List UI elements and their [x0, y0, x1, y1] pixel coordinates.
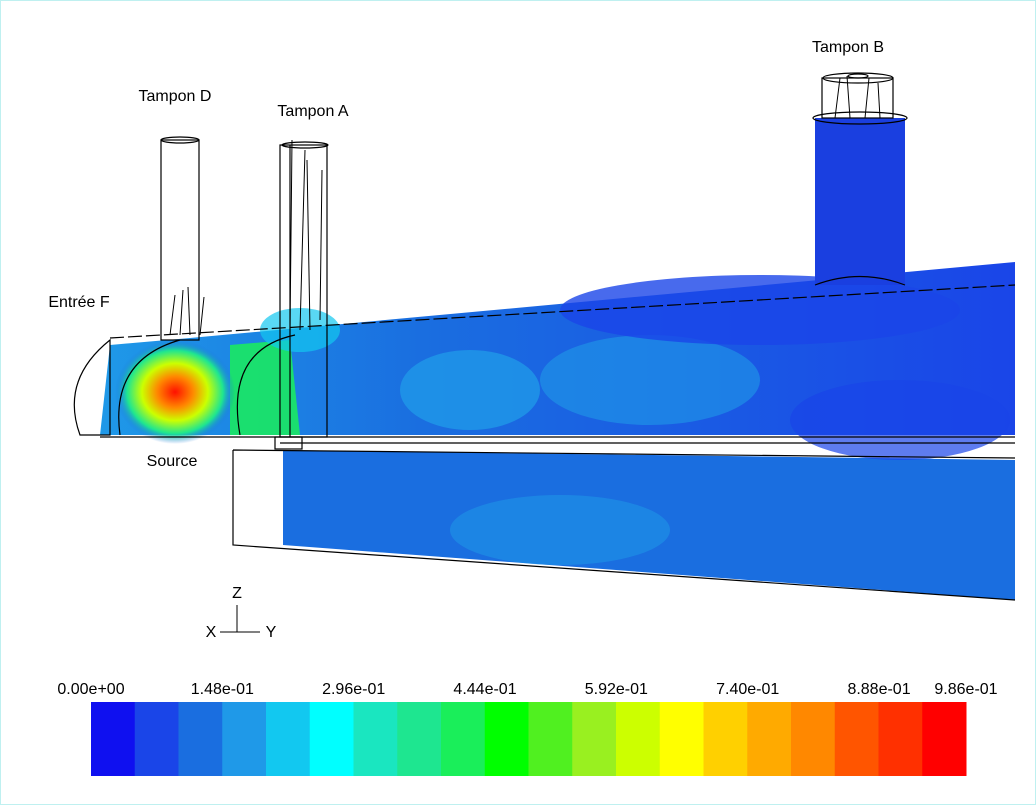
- colorbar-segment: [922, 702, 967, 776]
- colorbar-tick-label: 4.44e-01: [453, 681, 516, 698]
- colorbar-segment: [134, 702, 179, 776]
- label: Entrée F: [48, 294, 110, 311]
- colorbar: 0.00e+00 1.48e-01 2.96e-01 4.44e-01 5.92e-01…: [57, 681, 998, 776]
- axis-label: X: [206, 624, 217, 641]
- colorbar-tick-label: 0.00e+00: [57, 681, 124, 698]
- colorbar-segment: [441, 702, 486, 776]
- colorbar-segment: [484, 702, 529, 776]
- label: Tampon A: [277, 103, 348, 120]
- colorbar-segment: [222, 702, 267, 776]
- colorbar-tick-label: 7.40e-01: [716, 681, 779, 698]
- label: Tampon D: [139, 88, 212, 105]
- colorbar-segment: [834, 702, 879, 776]
- colorbar-segment: [572, 702, 617, 776]
- colorbar-tick-label: 1.48e-01: [191, 681, 254, 698]
- colorbar-tick-label: 9.86e-01: [934, 681, 997, 698]
- colorbar-segment: [878, 702, 923, 776]
- colorbar-segment: [791, 702, 836, 776]
- colorbar-segment: [353, 702, 398, 776]
- colorbar-segment: [178, 702, 223, 776]
- colorbar-segment: [397, 702, 442, 776]
- colorbar-tick-label: 8.88e-01: [847, 681, 910, 698]
- colorbar-segment: [703, 702, 748, 776]
- label: Source: [147, 453, 198, 470]
- colorbar-segment: [659, 702, 704, 776]
- geometry: [73, 72, 1016, 601]
- label: Tampon B: [812, 39, 884, 56]
- colorbar-tick-label: 2.96e-01: [322, 681, 385, 698]
- axis-label: Y: [266, 624, 277, 641]
- colorbar-segment: [91, 702, 136, 776]
- axis-label: Z: [232, 585, 242, 602]
- colorbar-segment: [266, 702, 311, 776]
- axes-triad: Z X Y: [206, 585, 277, 641]
- colorbar-segment: [309, 702, 354, 776]
- colorbar-tick-label: 5.92e-01: [585, 681, 648, 698]
- colorbar-segment: [528, 702, 573, 776]
- colorbar-segment: [747, 702, 792, 776]
- colorbar-segment: [616, 702, 661, 776]
